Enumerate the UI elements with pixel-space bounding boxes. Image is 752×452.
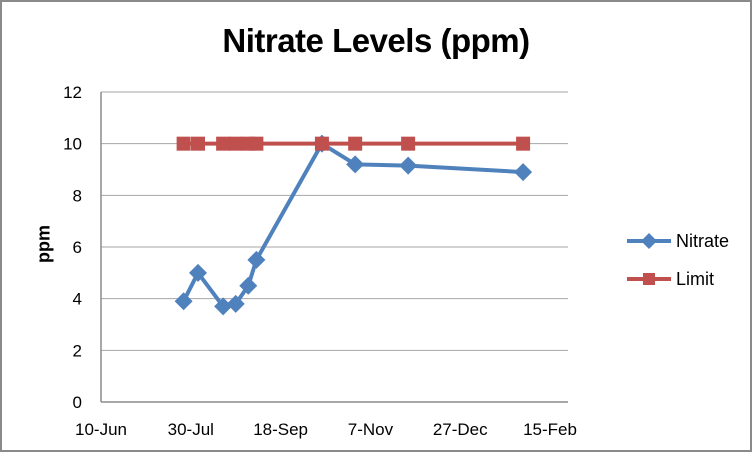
nitrate-marker[interactable] (399, 156, 418, 175)
y-tick-label: 10 (63, 135, 82, 154)
limit-legend-swatch (627, 273, 671, 285)
y-tick-label: 12 (63, 83, 82, 102)
nitrate-marker[interactable] (239, 276, 258, 295)
x-tick-label: 7-Nov (348, 420, 394, 439)
limit-series (176, 136, 531, 151)
limit-marker[interactable] (516, 136, 531, 151)
legend-item-nitrate[interactable]: Nitrate (626, 222, 729, 260)
legend: Nitrate Limit (626, 222, 729, 298)
limit-marker[interactable] (228, 136, 243, 151)
limit-marker[interactable] (249, 136, 264, 151)
x-tick-label: 30-Jul (168, 420, 214, 439)
y-tick-label: 4 (73, 290, 82, 309)
nitrate-series (174, 134, 533, 316)
limit-marker[interactable] (314, 136, 329, 151)
nitrate-marker[interactable] (226, 294, 245, 313)
limit-marker[interactable] (190, 136, 205, 151)
y-tick-label: 0 (73, 393, 82, 412)
nitrate-marker[interactable] (188, 263, 207, 282)
x-tick-label: 27-Dec (433, 420, 488, 439)
limit-marker[interactable] (348, 136, 363, 151)
nitrate-marker[interactable] (514, 163, 533, 182)
nitrate-marker[interactable] (346, 155, 365, 174)
y-tick-label: 8 (73, 186, 82, 205)
limit-marker[interactable] (401, 136, 416, 151)
y-tick-label: 6 (73, 238, 82, 257)
legend-item-limit[interactable]: Limit (626, 260, 729, 298)
nitrate-legend-swatch (627, 233, 671, 249)
nitrate-series-line[interactable] (181, 141, 526, 309)
limit-marker[interactable] (176, 136, 191, 151)
nitrate-marker[interactable] (214, 297, 233, 316)
y-tick-label: 2 (73, 341, 82, 360)
x-tick-label: 18-Sep (253, 420, 308, 439)
nitrate-marker[interactable] (174, 292, 193, 311)
nitrate-marker[interactable] (247, 250, 266, 269)
limit-legend-marker (643, 273, 655, 285)
x-tick-label: 10-Jun (75, 420, 127, 439)
limit-marker[interactable] (216, 136, 231, 151)
x-tick-label: 15-Feb (523, 420, 577, 439)
chart-title: Nitrate Levels (ppm) (222, 22, 530, 59)
legend-label: Limit (676, 268, 715, 289)
nitrate-legend-marker (641, 233, 657, 249)
legend-label: Nitrate (676, 230, 730, 251)
